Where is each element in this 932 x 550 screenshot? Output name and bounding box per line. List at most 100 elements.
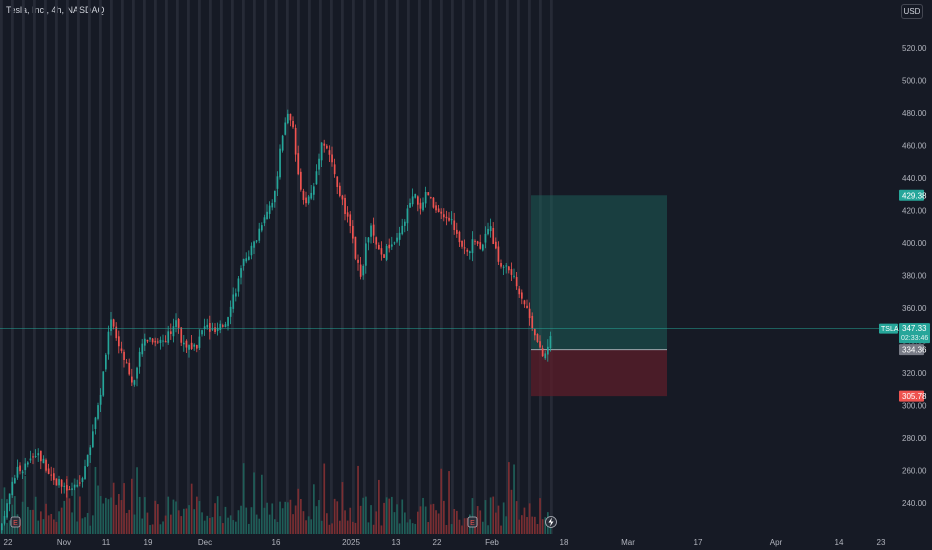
time-axis[interactable]: 22 Nov 11 19 Dec 16 2025 13 22 Feb 18 Mar 17 Apr 14 23	[4, 538, 886, 547]
volume-bar	[315, 506, 318, 534]
entry-price-label: 334.36	[899, 344, 927, 356]
volume-bar	[216, 496, 219, 534]
profit-zone[interactable]	[531, 195, 667, 350]
candle-body	[279, 148, 281, 178]
lightning-event-icon[interactable]	[545, 516, 557, 528]
volume-bar	[47, 515, 50, 534]
candle-body	[253, 241, 255, 248]
candle-body	[123, 351, 125, 360]
candle-body	[268, 205, 271, 214]
session-stripe	[0, 0, 3, 534]
candle-body	[209, 323, 211, 332]
session-stripe	[132, 0, 135, 534]
price-tick-label: 480.00	[902, 109, 927, 118]
volume-bar	[466, 517, 469, 534]
volume-bar	[463, 518, 466, 534]
candle-body	[8, 493, 11, 505]
candle-body	[271, 202, 274, 208]
candle-body	[214, 327, 216, 333]
volume-bar	[261, 474, 263, 534]
candle-body	[131, 376, 133, 383]
candle-body	[313, 186, 315, 195]
volume-bar	[229, 515, 232, 534]
candle-body	[456, 229, 458, 234]
candle-body	[40, 450, 42, 462]
long-position-tool[interactable]	[531, 195, 667, 397]
volume-bar	[401, 499, 404, 534]
volume-bar	[157, 504, 159, 534]
volume-bar	[427, 522, 430, 534]
candle-body	[365, 243, 367, 266]
volume-bar	[45, 503, 47, 534]
loss-zone[interactable]	[531, 349, 667, 397]
candle-body	[333, 164, 336, 175]
symbol-tag-bg	[879, 323, 898, 334]
candle-body	[474, 240, 476, 242]
candle-body	[6, 503, 8, 518]
volume-bar	[154, 500, 157, 534]
volume-bar	[333, 498, 336, 534]
price-tick-label: 440.00	[902, 174, 927, 183]
volume-bar	[224, 506, 227, 534]
volume-bar	[115, 504, 118, 534]
candle-body	[489, 226, 492, 232]
session-stripe	[99, 0, 102, 534]
candle-body	[443, 214, 445, 218]
candle-body	[144, 338, 146, 346]
candle-body	[84, 466, 86, 479]
volume-bar	[409, 519, 411, 534]
candle-body	[315, 171, 318, 185]
candle-body	[102, 371, 105, 396]
candle-body	[534, 329, 536, 336]
session-stripe	[198, 0, 201, 534]
volume-bar	[198, 501, 201, 534]
candle-body	[248, 256, 250, 260]
candle-body	[302, 190, 305, 200]
candle-body	[190, 342, 193, 349]
session-stripe	[473, 0, 476, 534]
volume-bar	[146, 512, 149, 534]
volume-bar	[118, 494, 120, 534]
session-stripe	[77, 0, 80, 534]
candle-body	[432, 197, 435, 208]
volume-bar	[120, 500, 123, 534]
volume-bar	[294, 505, 297, 534]
candle-body	[318, 158, 320, 170]
earnings-marker-2[interactable]: E	[467, 516, 478, 528]
session-stripe	[110, 0, 113, 534]
candle-body	[453, 220, 456, 230]
volume-bar	[362, 497, 365, 534]
volume-bar	[328, 524, 331, 534]
candle-body	[159, 339, 162, 343]
candle-body	[346, 212, 349, 217]
candle-body	[508, 266, 510, 271]
earnings-marker-2-text: E	[470, 520, 475, 527]
currency-button[interactable]: USD	[901, 4, 923, 19]
volume-bar	[385, 497, 388, 534]
volume-bar	[292, 514, 294, 534]
volume-bar	[6, 522, 8, 534]
candle-body	[16, 466, 19, 478]
volume-bar	[398, 523, 401, 534]
candle-body	[58, 479, 60, 486]
earnings-marker-1[interactable]: E	[10, 516, 21, 528]
candle-body	[463, 247, 466, 249]
price-tick-label: 420.00	[902, 207, 927, 216]
volume-bar	[417, 511, 419, 534]
session-stripe	[231, 0, 234, 534]
candle-body	[310, 192, 313, 199]
session-stripe	[341, 0, 344, 534]
price-scale[interactable]: 520.00 500.00 480.00 460.00 440.00 420.00 400.…	[902, 44, 927, 508]
candle-body	[133, 380, 136, 385]
session-stripe	[66, 0, 69, 534]
volume-bar	[276, 521, 279, 534]
candle-body	[307, 196, 310, 204]
candle-body	[154, 341, 157, 343]
session-stripe	[44, 0, 47, 534]
candle-body	[505, 265, 508, 267]
session-stripe	[275, 0, 278, 534]
volume-bar	[58, 511, 60, 534]
volume-bar	[97, 485, 99, 534]
session-stripe	[253, 0, 256, 534]
